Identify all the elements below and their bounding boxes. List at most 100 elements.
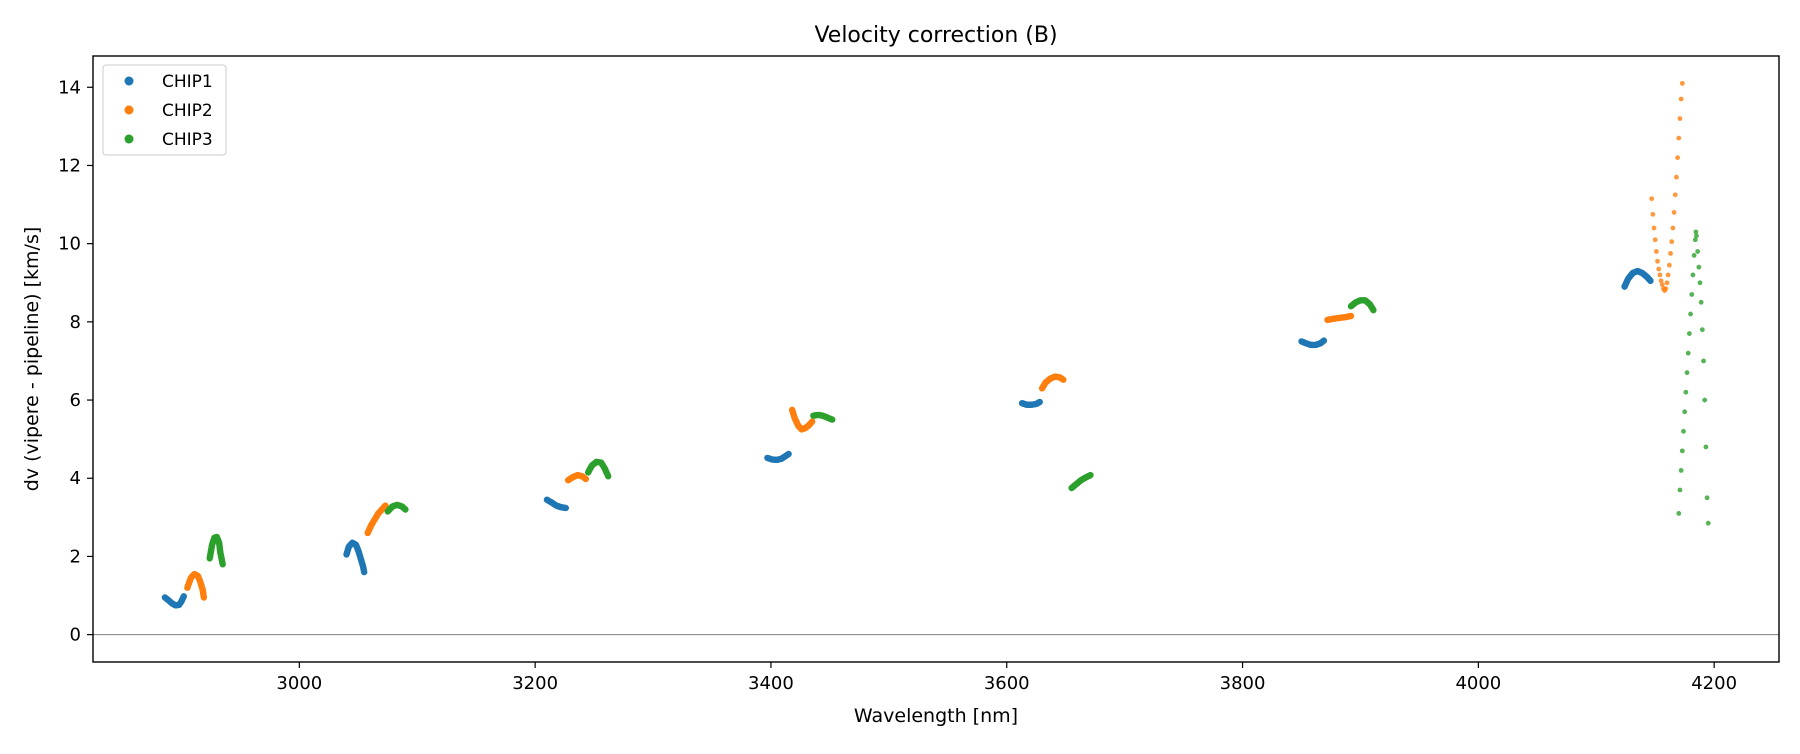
data-point — [382, 502, 389, 509]
data-point — [1675, 155, 1681, 161]
series-chip3 — [206, 229, 1711, 568]
data-point — [1649, 196, 1655, 202]
y-axis-ticks: 0 2 4 6 8 10 12 14 — [58, 77, 93, 646]
data-point — [1647, 277, 1654, 285]
x-tick-label: 3400 — [748, 673, 794, 694]
data-points-layer — [161, 80, 1711, 609]
data-point — [1665, 272, 1671, 278]
legend: CHIP1 CHIP2 CHIP3 — [102, 64, 227, 156]
data-point — [1676, 135, 1682, 141]
x-axis-label: Wavelength [nm] — [854, 705, 1018, 727]
data-point — [1666, 262, 1672, 268]
y-tick-label: 2 — [70, 546, 81, 567]
data-point — [1658, 278, 1664, 284]
data-point — [180, 593, 187, 600]
data-point — [1650, 211, 1656, 217]
data-point — [582, 475, 590, 483]
data-point — [360, 568, 368, 576]
legend-marker-chip3 — [124, 134, 134, 144]
y-tick-label: 8 — [70, 312, 81, 333]
x-tick-label: 4000 — [1455, 673, 1501, 694]
plot-frame — [92, 55, 1780, 663]
legend-label-chip1: CHIP1 — [162, 72, 213, 92]
data-point — [1693, 229, 1699, 235]
plot-background — [93, 56, 1779, 662]
data-point — [1683, 389, 1689, 395]
x-tick-label: 3800 — [1220, 673, 1266, 694]
data-point — [1677, 116, 1683, 121]
data-point — [1668, 251, 1673, 256]
data-point — [1701, 358, 1706, 364]
data-point — [1695, 249, 1701, 254]
data-point — [1692, 237, 1698, 243]
data-point — [1691, 252, 1697, 258]
chart-title: Velocity correction (B) — [814, 23, 1057, 48]
data-point — [1659, 282, 1665, 288]
data-point — [1690, 272, 1696, 278]
data-point — [1671, 209, 1677, 215]
series-chip1 — [161, 267, 1654, 609]
data-point — [1347, 312, 1355, 320]
data-point — [1699, 327, 1705, 333]
legend-marker-chip1 — [124, 76, 134, 86]
x-tick-label: 3000 — [276, 673, 322, 694]
data-point — [1689, 292, 1695, 297]
data-point — [562, 504, 569, 512]
data-point — [1705, 520, 1711, 526]
data-point — [1685, 350, 1691, 356]
legend-label-chip2: CHIP2 — [162, 101, 213, 121]
data-point — [1320, 337, 1328, 344]
x-axis-ticks: 3000 3200 3400 3600 3800 4000 4200 — [276, 662, 1737, 694]
y-tick-label: 4 — [70, 468, 81, 489]
data-point — [605, 473, 612, 480]
data-point — [785, 450, 792, 458]
data-point — [1684, 370, 1690, 376]
data-point — [1670, 225, 1676, 231]
data-point — [1686, 331, 1692, 336]
data-point — [1694, 233, 1699, 239]
y-tick-label: 10 — [58, 234, 81, 255]
data-point — [1678, 96, 1684, 102]
legend-label-chip3: CHIP3 — [162, 130, 213, 150]
data-point — [829, 416, 836, 423]
data-point — [1676, 511, 1682, 516]
data-point — [1682, 409, 1688, 415]
data-point — [1702, 397, 1708, 403]
data-point — [1087, 471, 1094, 479]
x-tick-label: 3600 — [984, 673, 1030, 694]
data-point — [1679, 80, 1685, 86]
data-point — [200, 594, 208, 601]
data-point — [1704, 495, 1710, 501]
data-point — [1672, 192, 1678, 198]
data-point — [1036, 398, 1043, 406]
y-tick-label: 6 — [70, 390, 81, 411]
data-point — [1653, 249, 1659, 254]
data-point — [1681, 428, 1686, 434]
data-point — [402, 506, 409, 513]
data-point — [1678, 468, 1684, 473]
y-tick-label: 0 — [70, 625, 81, 646]
data-point — [1664, 280, 1670, 286]
legend-marker-chip2 — [124, 105, 134, 115]
data-point — [1370, 306, 1377, 314]
data-point — [1652, 237, 1658, 243]
data-point — [1656, 266, 1662, 272]
y-axis-label: dv (vipere - pipeline) [km/s] — [21, 227, 43, 492]
data-point — [1663, 286, 1669, 292]
data-point — [1060, 376, 1067, 383]
data-point — [1679, 448, 1685, 454]
data-point — [1669, 239, 1675, 245]
data-point — [1688, 311, 1693, 317]
data-point — [1677, 487, 1683, 493]
x-tick-label: 3200 — [512, 673, 558, 694]
data-point — [809, 418, 816, 425]
data-point — [1657, 272, 1663, 278]
data-point — [219, 561, 226, 568]
data-point — [1703, 444, 1709, 450]
legend-items: CHIP1 CHIP2 CHIP3 — [124, 72, 213, 150]
y-tick-label: 12 — [58, 155, 81, 176]
data-point — [1697, 280, 1703, 286]
x-tick-label: 4200 — [1691, 673, 1737, 694]
y-tick-label: 14 — [58, 77, 81, 98]
